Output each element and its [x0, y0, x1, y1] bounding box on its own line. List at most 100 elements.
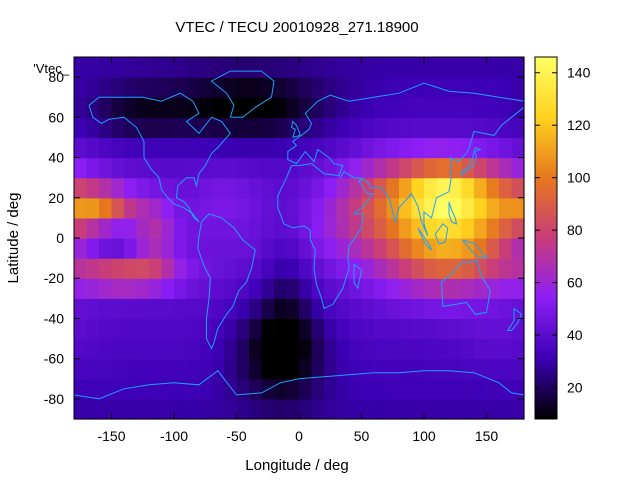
heatmap-cell — [324, 398, 338, 420]
heatmap-cell — [349, 238, 363, 259]
heatmap-cell — [99, 197, 113, 219]
y-tick-label: -20 — [44, 270, 64, 286]
heatmap-cell — [74, 77, 88, 98]
heatmap-cell — [336, 258, 350, 279]
heatmap-cell — [299, 258, 313, 279]
heatmap-cell — [186, 398, 200, 420]
heatmap-cell — [224, 77, 238, 98]
heatmap-cell — [286, 97, 300, 118]
heatmap-cell — [86, 258, 100, 279]
heatmap-cell — [249, 117, 263, 139]
heatmap-cell — [111, 97, 125, 118]
heatmap-cell — [399, 137, 413, 159]
heatmap-cell — [336, 217, 350, 239]
heatmap-cell — [161, 238, 175, 259]
heatmap-cell — [349, 117, 363, 139]
heatmap-cell — [449, 77, 463, 98]
heatmap-cell — [286, 398, 300, 420]
heatmap-cell — [499, 278, 513, 299]
colorbar-key-label: 'Vtec_ — [33, 61, 69, 76]
heatmap-cell — [499, 358, 513, 380]
heatmap-cell — [311, 217, 325, 239]
heatmap-cell — [411, 177, 425, 199]
heatmap-cell — [311, 378, 325, 400]
heatmap-cell — [436, 157, 450, 179]
heatmap-cell — [436, 258, 450, 279]
heatmap-cell — [161, 318, 175, 340]
heatmap-cell — [261, 298, 275, 320]
heatmap-cell — [236, 318, 250, 340]
heatmap-cell — [174, 137, 188, 159]
heatmap-cell — [249, 197, 263, 219]
heatmap-cell — [474, 117, 488, 139]
heatmap-cell — [136, 238, 150, 259]
colorbar-ticks: 20 40 60 80 100 120 140 — [535, 65, 591, 396]
coastline-madagascar — [353, 263, 363, 290]
heatmap-cell — [424, 177, 438, 199]
heatmap-cell — [299, 318, 313, 340]
heatmap-cell — [274, 338, 288, 360]
heatmap-cell — [99, 97, 113, 118]
heatmap-cell — [474, 97, 488, 118]
colorbar-tick-label: 20 — [567, 380, 583, 396]
heatmap-cell — [161, 77, 175, 98]
heatmap-cell — [224, 278, 238, 299]
heatmap-cell — [461, 258, 475, 279]
y-axis-ticks: -80 -60 -40 -20 0 20 40 60 80 — [44, 69, 524, 407]
heatmap-cell — [474, 77, 488, 98]
heatmap-cell — [336, 197, 350, 219]
heatmap-cell — [124, 278, 138, 299]
coastline-south-america — [197, 213, 256, 350]
heatmap-cell — [461, 77, 475, 98]
heatmap-cell — [74, 378, 88, 400]
heatmap-cell — [486, 97, 500, 118]
heatmap-cell — [474, 137, 488, 159]
heatmap-cell — [186, 238, 200, 259]
heatmap-cell — [124, 137, 138, 159]
heatmap-cell — [224, 57, 238, 78]
heatmap-cell — [111, 137, 125, 159]
heatmap-cell — [136, 398, 150, 420]
heatmap-cell — [286, 197, 300, 219]
heatmap-cell — [111, 378, 125, 400]
heatmap-cell — [386, 77, 400, 98]
heatmap-cell — [174, 77, 188, 98]
heatmap-cell — [124, 318, 138, 340]
heatmap-cell — [474, 157, 488, 179]
heatmap-cell — [349, 197, 363, 219]
heatmap-cell — [286, 77, 300, 98]
heatmap-cell — [199, 378, 213, 400]
heatmap-cell — [111, 358, 125, 380]
heatmap-cell — [336, 77, 350, 98]
heatmap-cell — [411, 398, 425, 420]
heatmap-cell — [174, 177, 188, 199]
heatmap-cell — [311, 77, 325, 98]
heatmap-cell — [286, 298, 300, 320]
heatmap-cell — [224, 97, 238, 118]
colorbar-tick-label: 60 — [567, 275, 583, 291]
heatmap-cell — [136, 97, 150, 118]
heatmap-cell — [124, 217, 138, 239]
heatmap-cell — [124, 97, 138, 118]
heatmap-cell — [124, 398, 138, 420]
heatmap-cell — [111, 318, 125, 340]
heatmap-cell — [199, 157, 213, 179]
heatmap-cell — [374, 157, 388, 179]
heatmap-cell — [336, 298, 350, 320]
heatmap-cell — [274, 77, 288, 98]
heatmap-cell — [461, 137, 475, 159]
heatmap-cell — [449, 358, 463, 380]
heatmap-cell — [236, 197, 250, 219]
heatmap-cell — [136, 378, 150, 400]
heatmap-cell — [86, 197, 100, 219]
heatmap-cell — [274, 197, 288, 219]
colorbar-tick-label: 140 — [567, 65, 591, 81]
heatmap-cell — [161, 378, 175, 400]
heatmap-cell — [124, 117, 138, 139]
heatmap-cell — [499, 137, 513, 159]
heatmap-cell — [211, 97, 225, 118]
coastline-greenland — [210, 70, 275, 118]
heatmap-cell — [111, 338, 125, 360]
heatmap-cell — [149, 57, 163, 78]
heatmap-cell — [124, 57, 138, 78]
